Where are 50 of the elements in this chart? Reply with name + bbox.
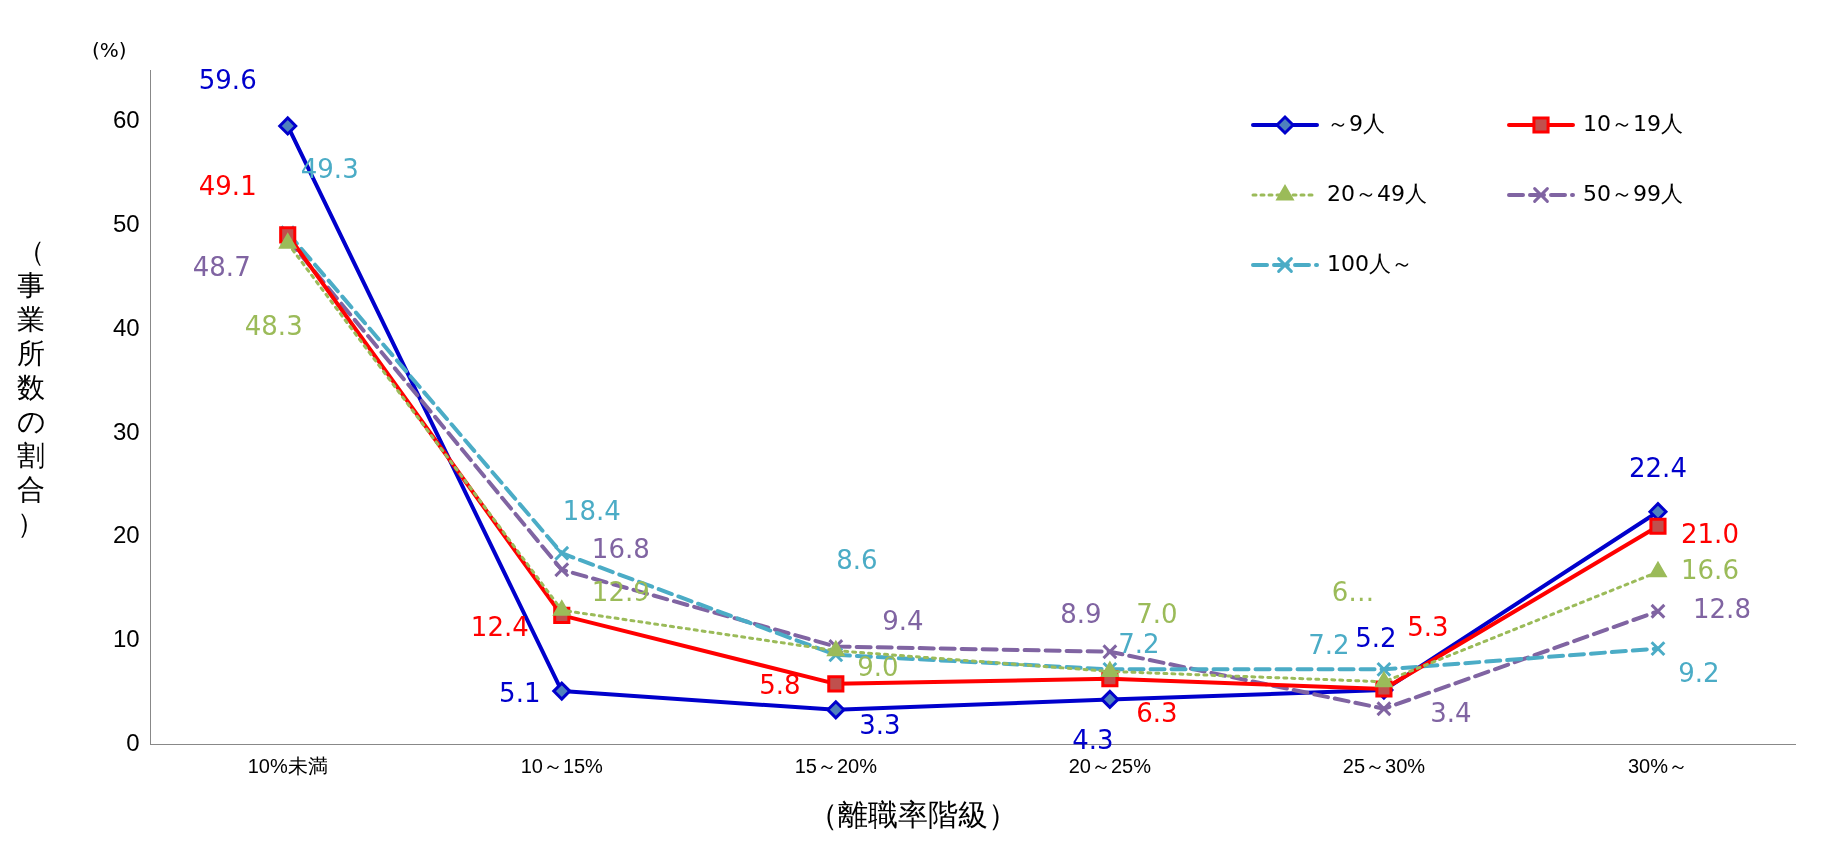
data-label: 5.2 [1355,622,1397,653]
y-tick-label: 40 [112,313,140,341]
legend-label: ～9人 [1327,110,1385,136]
legend-label: 10～19人 [1583,110,1683,136]
data-label: 5.1 [499,677,541,708]
data-label: 18.4 [562,495,621,526]
data-label: 8.9 [1060,599,1102,630]
data-label: 3.4 [1430,698,1472,729]
x-tick-label: 30%～ [1627,754,1688,777]
data-label: 7.0 [1136,599,1178,630]
text: （事業所数の割合） [16,235,46,540]
legend-label: 100人～ [1327,250,1413,276]
y-tick-label: 10 [112,624,140,652]
data-label: 16.8 [591,533,650,564]
y-tick-label: 0 [126,728,140,756]
data-label: 6… [1331,576,1375,607]
data-label: 7.2 [1308,630,1350,661]
data-label: 7.2 [1118,629,1160,660]
y-tick-label: 20 [112,521,140,549]
data-label: 9.0 [857,652,899,683]
data-label: 8.6 [836,544,878,575]
data-label: 9.4 [882,606,924,637]
data-label: 5.3 [1407,611,1449,642]
data-label: 12.9 [591,576,650,607]
x-tick-label: 10%未満 [247,754,328,777]
legend-label: 50～99人 [1583,180,1683,206]
data-label: 59.6 [198,64,257,95]
data-label: 12.4 [470,612,529,643]
data-label: 22.4 [1629,453,1687,484]
x-tick-label: 15～20% [794,754,878,777]
y-tick-label: 60 [112,106,140,134]
x-axis-title: （離職率階級） [806,796,1019,834]
data-label: 3.3 [859,709,901,740]
text: (%) [92,38,127,62]
data-label: 16.6 [1681,554,1739,585]
data-label: 48.3 [244,310,303,341]
y-tick-label: 50 [112,210,140,238]
y-tick-label: 30 [112,417,140,445]
data-label: 6.3 [1136,698,1178,729]
data-label: 48.7 [192,251,251,282]
x-tick-label: 20～25% [1068,754,1152,777]
data-label: 49.1 [198,170,257,201]
x-tick-label: 25～30% [1342,754,1426,777]
data-label: 21.0 [1681,519,1739,549]
legend-label: 20～49人 [1327,180,1427,206]
data-label: 4.3 [1072,725,1114,756]
data-label: 9.2 [1678,658,1720,689]
data-label: 12.8 [1693,594,1751,625]
x-tick-label: 10～15% [520,754,604,777]
data-label: 5.8 [759,669,801,700]
